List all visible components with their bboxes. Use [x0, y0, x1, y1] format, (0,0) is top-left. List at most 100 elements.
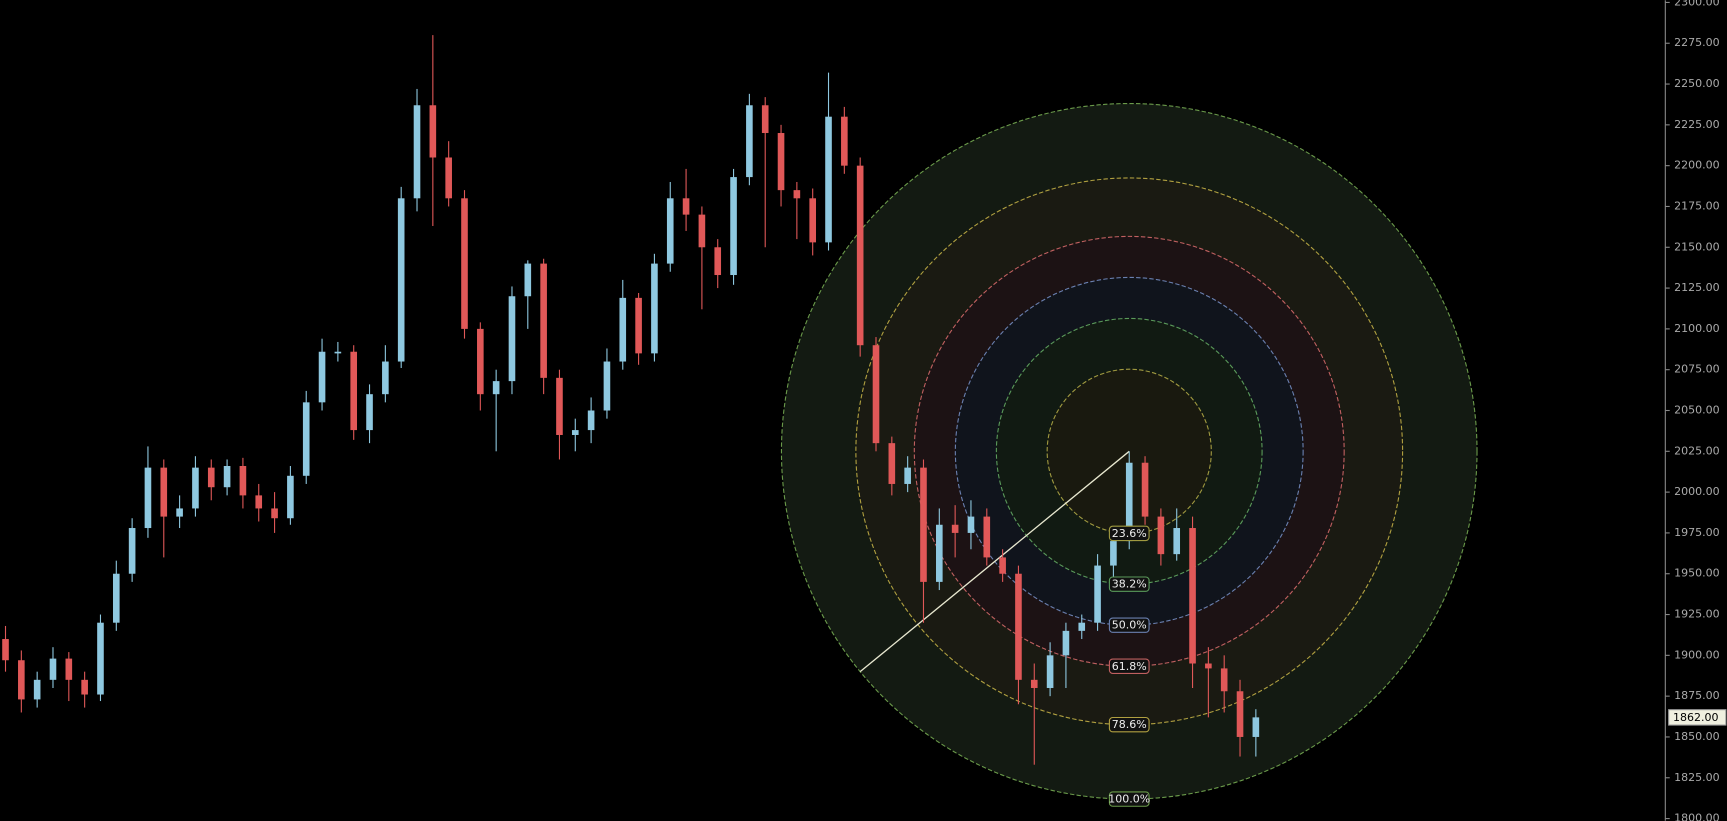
y-tick-label: 2050.00 [1674, 404, 1719, 417]
y-tick-label: 1900.00 [1674, 648, 1719, 661]
fib-label: 38.2% [1112, 578, 1147, 591]
fib-label-box [1108, 525, 1150, 542]
candle-body [271, 508, 278, 519]
candle-body [397, 198, 405, 362]
y-tick-label: 2200.00 [1674, 159, 1719, 172]
candle-body [366, 394, 373, 431]
candle-body [318, 351, 326, 403]
candle-body [144, 467, 152, 529]
candle-body [1157, 516, 1165, 555]
candle-body [1125, 462, 1133, 542]
candle-body [1046, 655, 1054, 688]
y-tick-label: 1800.00 [1674, 812, 1719, 821]
fib-label: 23.6% [1112, 527, 1147, 540]
fib-label: 78.6% [1112, 718, 1147, 731]
candle-body [651, 263, 658, 354]
candle-body [192, 467, 199, 509]
candle-body [761, 105, 769, 134]
candle-body [176, 508, 183, 517]
candle-body [1173, 528, 1181, 555]
last-price-box [1668, 709, 1727, 726]
candle-body [350, 351, 358, 431]
y-tick-label: 1825.00 [1674, 771, 1719, 784]
candle-body [112, 573, 120, 623]
candle-body [1141, 462, 1149, 517]
candle-body [65, 658, 73, 680]
candle-body [128, 528, 136, 574]
y-tick-label: 2175.00 [1674, 199, 1719, 212]
candle-body [730, 177, 737, 276]
fib-label-box [1108, 658, 1150, 674]
candle-body [382, 361, 389, 395]
candle-body [841, 116, 848, 166]
candle-body [413, 105, 421, 199]
candle-body [698, 214, 706, 248]
fib-anchor-line [859, 450, 1130, 673]
y-tick-label: 2000.00 [1674, 485, 1719, 498]
y-tick-label: 2075.00 [1674, 363, 1719, 376]
candle-body [635, 297, 642, 354]
candle-body [1205, 663, 1212, 669]
candle-body [334, 351, 342, 354]
candle-body [809, 198, 816, 243]
candle-body [666, 198, 674, 264]
candle-body [1189, 528, 1196, 664]
candle-body [1110, 541, 1117, 566]
candle-body [619, 297, 627, 362]
y-tick-label: 2275.00 [1674, 36, 1719, 49]
candle-body [2, 639, 9, 661]
candle-body [682, 198, 690, 215]
candle-body [936, 524, 943, 582]
candle-body [49, 658, 57, 680]
candle-body [160, 467, 168, 517]
candle-body [1252, 717, 1260, 737]
candle-body [714, 247, 722, 276]
candle-body [223, 465, 231, 488]
candle-body [461, 198, 468, 329]
candle-body [239, 465, 247, 496]
y-tick-label: 2125.00 [1674, 281, 1719, 294]
candle-body [777, 133, 785, 191]
candle-body [1030, 679, 1038, 688]
candle-body [1015, 573, 1022, 680]
fib-label-box [1108, 716, 1150, 733]
candle-body [556, 377, 563, 435]
candle-body [207, 467, 215, 488]
candle-body [951, 524, 959, 533]
y-tick-label: 1975.00 [1674, 526, 1719, 539]
fib-label-box [1108, 791, 1150, 807]
fib-label: 50.0% [1112, 619, 1147, 632]
y-tick-label: 2225.00 [1674, 118, 1719, 131]
candle-body [97, 622, 104, 695]
y-tick-label: 1850.00 [1674, 730, 1719, 743]
candle-body [967, 516, 975, 533]
candle-body [540, 263, 547, 378]
y-tick-label: 1950.00 [1674, 567, 1719, 580]
candle-body [793, 190, 801, 199]
y-tick-label: 2150.00 [1674, 240, 1719, 253]
y-tick-label: 1875.00 [1674, 689, 1719, 702]
y-tick-label: 2250.00 [1674, 77, 1719, 90]
candle-body [983, 516, 991, 558]
y-tick-label: 1925.00 [1674, 608, 1719, 621]
candle-body [524, 263, 532, 297]
candle-body [920, 467, 927, 582]
candle-body [571, 430, 579, 435]
y-tick-label: 2300.00 [1674, 0, 1719, 8]
candle-body [603, 361, 611, 411]
candle-body [508, 296, 516, 382]
candle-body [1094, 565, 1101, 623]
last-price-label: 1862.00 [1673, 711, 1719, 724]
candle-body [81, 679, 88, 695]
candle-body [302, 402, 310, 476]
fib-label-box [1108, 617, 1150, 633]
candle-body [999, 557, 1006, 574]
candle-body [1078, 622, 1086, 631]
candle-body [287, 475, 294, 519]
candle-body [825, 116, 832, 243]
y-tick-label: 2100.00 [1674, 322, 1719, 335]
candle-body [1236, 691, 1244, 737]
candle-body [888, 443, 896, 484]
